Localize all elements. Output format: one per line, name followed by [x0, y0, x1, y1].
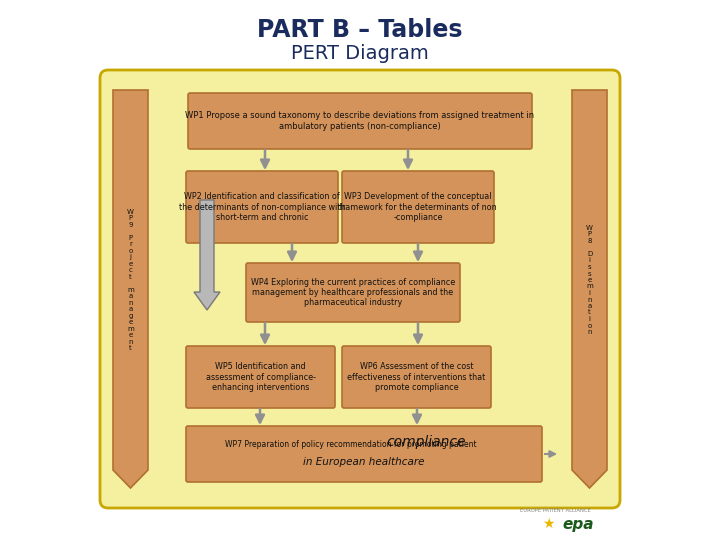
Text: WP5 Identification and
assessment of compliance-
enhancing interventions: WP5 Identification and assessment of com…: [205, 362, 315, 392]
Text: compliance: compliance: [386, 435, 466, 449]
Text: EUROPE PATIENT ALLIANCE: EUROPE PATIENT ALLIANCE: [520, 508, 590, 512]
FancyBboxPatch shape: [186, 171, 338, 243]
Text: W
P
9
 
P
r
o
j
e
c
t
 
m
a
n
a
g
e
m
e
n
t: W P 9 P r o j e c t m a n a g e m e n t: [127, 209, 134, 351]
FancyBboxPatch shape: [246, 263, 460, 322]
Polygon shape: [113, 90, 148, 488]
FancyBboxPatch shape: [342, 346, 491, 408]
Text: ★: ★: [541, 517, 554, 531]
Text: WP7 Preparation of policy recommendation for promoting patient: WP7 Preparation of policy recommendation…: [225, 440, 479, 449]
Text: epa: epa: [562, 516, 593, 531]
Text: in European healthcare: in European healthcare: [303, 457, 425, 467]
Text: W
P
8
 
D
i
s
s
e
m
i
n
a
t
i
o
n: W P 8 D i s s e m i n a t i o n: [586, 225, 593, 335]
FancyArrow shape: [194, 200, 220, 310]
Text: WP3 Development of the conceptual
framework for the determinants of non
-complia: WP3 Development of the conceptual framew…: [339, 192, 497, 222]
FancyBboxPatch shape: [186, 426, 542, 482]
Text: WP6 Assessment of the cost
effectiveness of interventions that
promote complianc: WP6 Assessment of the cost effectiveness…: [347, 362, 485, 392]
Text: WP4 Exploring the current practices of compliance
management by healthcare profe: WP4 Exploring the current practices of c…: [251, 278, 455, 307]
FancyBboxPatch shape: [188, 93, 532, 149]
Text: PERT Diagram: PERT Diagram: [291, 44, 429, 63]
Polygon shape: [572, 90, 607, 488]
FancyBboxPatch shape: [186, 346, 335, 408]
Text: WP2 Identification and classification of
the determinants of non-compliance with: WP2 Identification and classification of…: [179, 192, 345, 222]
Text: WP1 Propose a sound taxonomy to describe deviations from assigned treatment in
a: WP1 Propose a sound taxonomy to describe…: [186, 111, 534, 131]
FancyBboxPatch shape: [100, 70, 620, 508]
Text: PART B – Tables: PART B – Tables: [257, 18, 463, 42]
FancyBboxPatch shape: [342, 171, 494, 243]
